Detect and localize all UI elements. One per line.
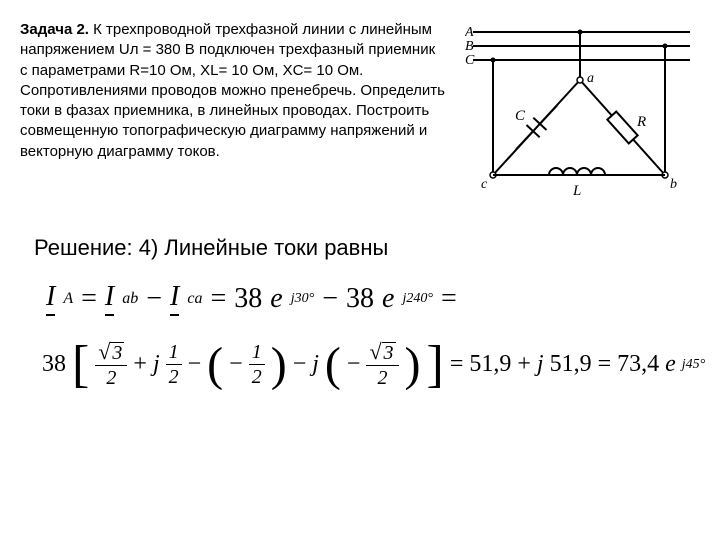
problem-title: Задача 2. [20,21,89,38]
svg-text:B: B [465,39,474,54]
svg-text:A: A [465,25,474,40]
svg-text:b: b [670,177,677,192]
problem-body: К трехпроводной трехфазной линии с линей… [20,21,445,160]
svg-text:C: C [515,108,526,124]
svg-text:c: c [481,177,488,192]
problem-text: Задача 2. К трехпроводной трехфазной лин… [20,20,445,215]
svg-text:a: a [587,71,594,86]
equation-line-2: 38 [ √3 2 + j 1 2 − ( − 1 2 ) − j ( − √3… [42,341,700,388]
equation-line-1: IA = Iab − Ica = 38ej30° − 38ej240° = [46,281,700,316]
circuit-diagram: A B C a b c [465,20,700,215]
svg-text:R: R [636,114,646,130]
svg-text:L: L [572,183,581,199]
svg-text:C: C [465,53,475,68]
solution-label: Решение: 4) Линейные токи равны [34,235,700,261]
